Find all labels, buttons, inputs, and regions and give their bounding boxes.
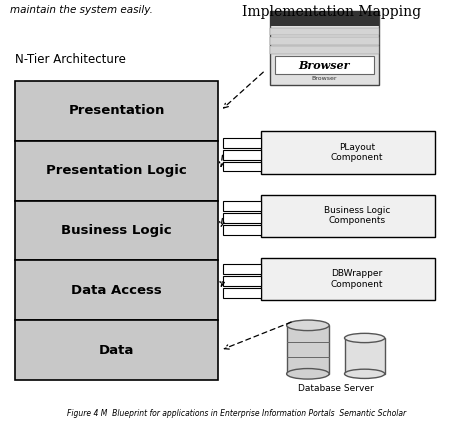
Bar: [223, 225, 261, 235]
Text: Browser: Browser: [299, 60, 350, 71]
Text: Database Server: Database Server: [298, 385, 374, 393]
Ellipse shape: [287, 320, 329, 331]
Bar: [270, 27, 379, 35]
Text: Business Logic
Components: Business Logic Components: [324, 206, 390, 225]
Bar: [15, 141, 218, 201]
Text: Implementation Mapping: Implementation Mapping: [242, 5, 421, 19]
Bar: [275, 56, 374, 74]
Ellipse shape: [287, 368, 329, 379]
Bar: [223, 201, 261, 211]
Bar: [223, 276, 261, 286]
Bar: [287, 325, 329, 374]
Text: N-Tier Architecture: N-Tier Architecture: [15, 53, 126, 66]
Text: PLayout
Component: PLayout Component: [330, 143, 383, 162]
Bar: [223, 162, 261, 171]
Bar: [223, 288, 261, 298]
Text: maintain the system easily.: maintain the system easily.: [10, 5, 153, 15]
Text: Data: Data: [99, 344, 134, 357]
Bar: [15, 320, 218, 380]
Bar: [261, 132, 436, 173]
Bar: [345, 338, 385, 374]
Text: Presentation Logic: Presentation Logic: [46, 164, 187, 177]
Text: DBWrapper
Component: DBWrapper Component: [330, 269, 383, 288]
Bar: [15, 261, 218, 320]
Bar: [270, 46, 379, 54]
Bar: [223, 150, 261, 159]
Text: Data Access: Data Access: [71, 284, 162, 297]
Bar: [270, 11, 379, 85]
Bar: [223, 264, 261, 274]
Text: Figure 4 M  Blueprint for applications in Enterprise Information Portals  Semant: Figure 4 M Blueprint for applications in…: [67, 409, 407, 418]
Ellipse shape: [345, 333, 385, 343]
Bar: [270, 37, 379, 44]
Text: Business Logic: Business Logic: [61, 224, 172, 237]
Bar: [223, 213, 261, 223]
Bar: [223, 138, 261, 148]
Ellipse shape: [345, 369, 385, 379]
Bar: [270, 11, 379, 26]
Bar: [261, 258, 436, 300]
Bar: [15, 201, 218, 261]
Bar: [15, 81, 218, 141]
Text: Presentation: Presentation: [68, 104, 164, 117]
Text: Browser: Browser: [312, 76, 337, 81]
Bar: [261, 195, 436, 237]
